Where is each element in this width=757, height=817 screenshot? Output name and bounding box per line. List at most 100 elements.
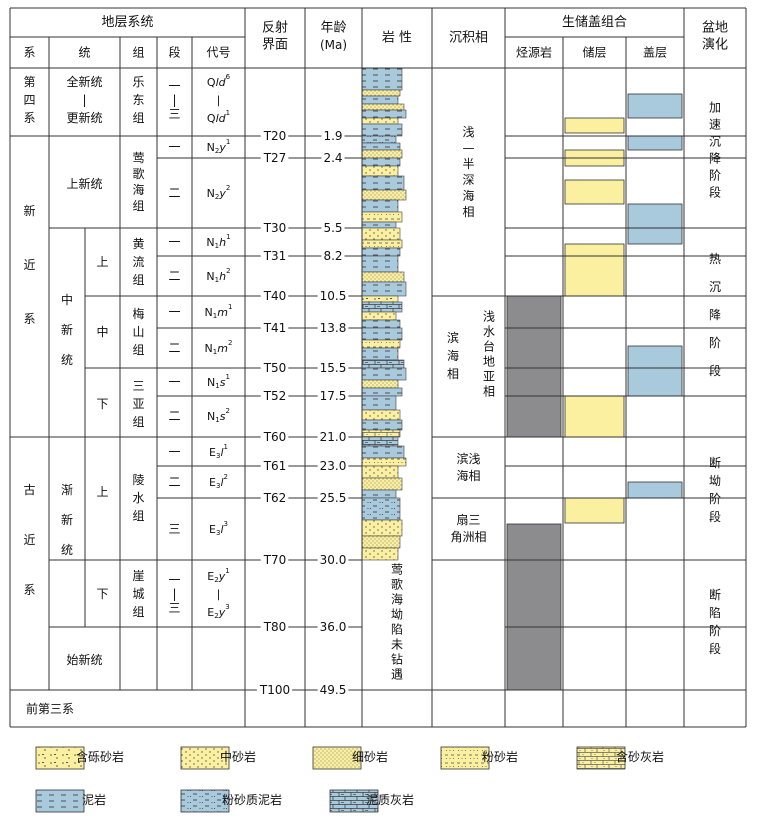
code-label: E3l1 — [209, 443, 228, 460]
lithology-bed — [361, 535, 401, 549]
group-label: 黄 — [132, 237, 144, 251]
lithology-bed — [361, 429, 401, 438]
legend-label: 泥质灰岩 — [366, 792, 414, 807]
label-backdrop — [260, 249, 289, 263]
system-quaternary: 四 — [23, 93, 35, 107]
lithology-bed — [361, 247, 401, 257]
reservoir-interval — [564, 243, 625, 297]
evolution-stage: 加 — [709, 101, 721, 115]
facies-label: 水 — [483, 325, 495, 339]
seal-interval — [627, 481, 683, 499]
reflection-header: 反射 — [262, 20, 288, 36]
reflection-interface: T52 — [263, 389, 287, 403]
lithology-note: 坳 — [391, 608, 403, 622]
label-backdrop — [321, 129, 345, 143]
seal-header: 盖层 — [643, 46, 667, 60]
reflection-interface: T27 — [263, 151, 287, 165]
label-backdrop — [260, 491, 289, 505]
evolution-stage: 降 — [709, 308, 721, 322]
source-rock-interval — [506, 295, 562, 438]
lithology-bed — [361, 339, 401, 349]
legend-label: 泥岩 — [82, 792, 106, 807]
facies-label: 扇三 — [456, 512, 480, 527]
member-label: 一 — [168, 573, 180, 587]
series-label: 始新统 — [66, 652, 102, 667]
evolution-header: 演化 — [702, 37, 728, 53]
age-value: 17.5 — [320, 389, 347, 403]
system-neogene: 近 — [23, 258, 35, 272]
label-backdrop — [317, 289, 349, 303]
series-label: 统 — [61, 543, 73, 557]
label-backdrop — [317, 459, 349, 473]
facies-label: 相 — [447, 367, 459, 381]
lithology-bed — [361, 519, 403, 537]
code-label: Qld1 — [207, 109, 230, 125]
reflection-interface: T20 — [263, 129, 287, 143]
label-backdrop — [260, 620, 289, 634]
member-label: 三 — [168, 107, 180, 121]
reservoir-interval — [564, 497, 625, 524]
member-label: 一 — [168, 79, 180, 93]
group-label: 梅 — [132, 306, 144, 321]
group-label: 山 — [132, 325, 144, 339]
lithology-bed — [361, 319, 401, 329]
label-backdrop — [260, 389, 289, 403]
subseries-label: 下 — [96, 587, 108, 601]
legend-label: 粉砂质泥岩 — [222, 792, 282, 807]
age-value: 5.5 — [323, 221, 342, 235]
label-backdrop — [317, 620, 349, 634]
lithology-bed — [361, 175, 405, 191]
label-backdrop — [321, 151, 345, 165]
label-backdrop — [317, 361, 349, 375]
lithology-note: 钻 — [391, 652, 403, 667]
age-header: (Ma) — [320, 38, 347, 52]
system-paleogene: 古 — [23, 482, 35, 497]
group-label: 城 — [132, 587, 144, 601]
member-label: 一 — [168, 445, 180, 459]
evolution-stage: 速 — [709, 118, 721, 132]
legend-swatch-fine-sandstone — [312, 746, 362, 770]
age-value: 23.0 — [320, 459, 347, 473]
group-label: 莺 — [132, 151, 144, 165]
code-label: N1m1 — [205, 303, 233, 320]
facies-label: 滨浅 — [456, 451, 480, 466]
lithology-note: 陷 — [391, 622, 403, 637]
legend-swatch-siltstone — [440, 746, 490, 770]
facies-label: 相 — [483, 385, 495, 399]
group-label: 流 — [132, 255, 144, 269]
group-label: 崖 — [132, 569, 144, 583]
age-value: 8.2 — [323, 249, 342, 263]
legend-swatch-pebbly-sandstone — [35, 746, 85, 770]
series-label: 中 — [61, 292, 73, 307]
facies-label: 台 — [483, 339, 495, 354]
facies-label: 浅 — [483, 310, 495, 324]
lithology-bed — [361, 239, 403, 249]
code-label: E3l3 — [209, 520, 228, 537]
system-paleogene: 系 — [23, 583, 35, 597]
lithology-bed — [361, 103, 405, 111]
lithology-bed — [361, 387, 403, 397]
evolution-stage: 段 — [709, 185, 721, 200]
evolution-stage: 断 — [709, 587, 721, 602]
member-label: 二 — [168, 186, 180, 200]
lithology-bed — [361, 359, 405, 369]
lithology-bed — [361, 89, 401, 97]
system-header: 系 — [23, 46, 35, 60]
series-label: | — [82, 93, 86, 107]
evolution-header: 盆地 — [702, 21, 728, 36]
member-header: 段 — [168, 45, 180, 60]
lithology-note: 歌 — [391, 577, 403, 592]
reflection-interface: T31 — [263, 249, 287, 263]
lithology-bed — [361, 135, 397, 144]
reflection-interface: T70 — [263, 553, 287, 567]
legend-label: 粉砂岩 — [482, 749, 518, 764]
evolution-stage: 陷 — [709, 605, 721, 620]
legend-label: 含砂灰岩 — [616, 749, 664, 764]
facies-label: 亚 — [483, 370, 495, 384]
series-label: 更新统 — [66, 110, 102, 125]
facies-label: — — [463, 141, 475, 155]
lithology-bed — [361, 227, 401, 241]
lithology-bed — [361, 301, 403, 313]
facies-label: 半 — [462, 157, 474, 171]
